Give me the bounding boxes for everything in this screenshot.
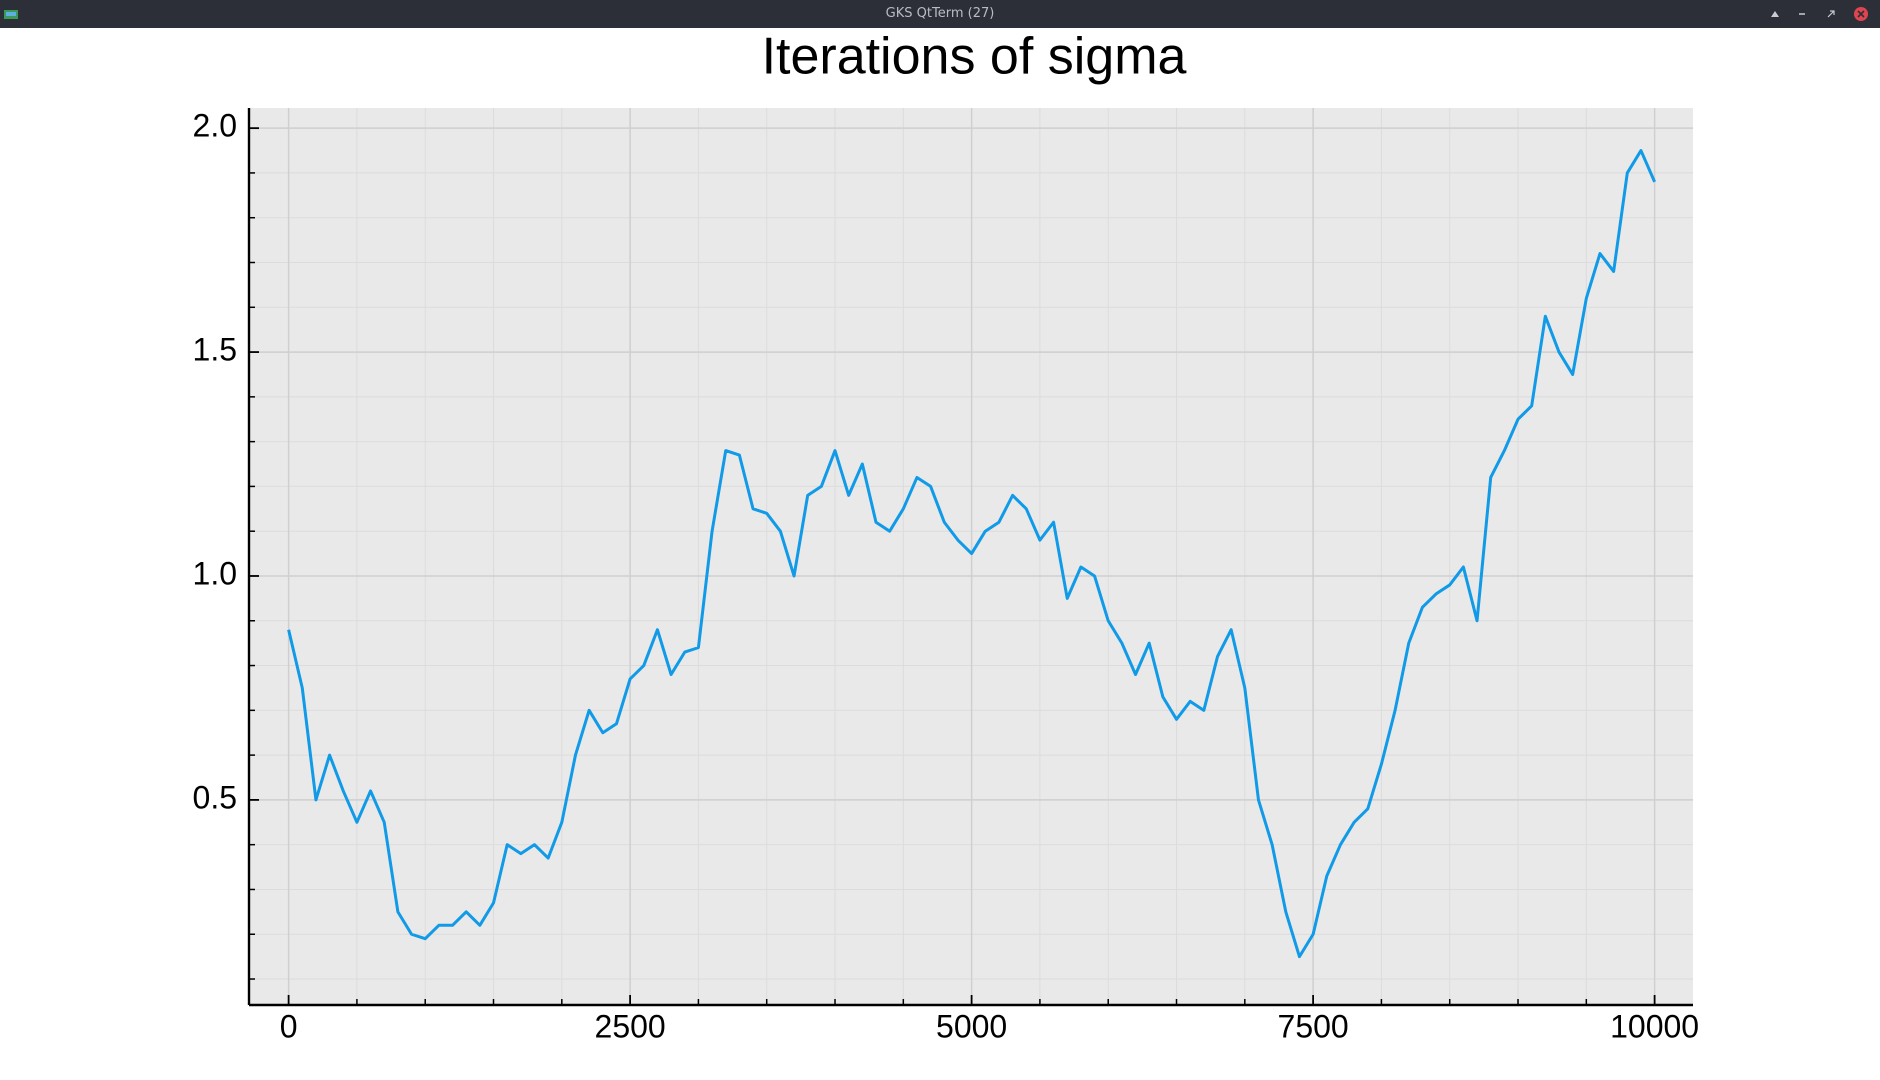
window-title: GKS QtTerm (27) [885,6,995,21]
x-tick-label: 2500 [595,1008,666,1044]
x-tick-label: 10000 [1610,1008,1699,1044]
y-tick-label: 1.5 [193,332,237,368]
chart-title: Iterations of sigma [762,28,1187,86]
chart: Iterations of sigma 0.5 1.0 1.5 2.0 0 2500 500… [193,28,1700,1044]
window-titlebar: GKS QtTerm (27) [0,0,1880,28]
data-line [287,149,1656,959]
app-icon [4,10,18,19]
close-icon [1857,10,1865,18]
y-tick-label: 1.0 [193,555,237,591]
x-tick-label: 7500 [1278,1008,1349,1044]
window-controls[interactable] [1760,0,1880,28]
y-tick-label: 2.0 [193,108,237,144]
keep-above-button[interactable] [1771,11,1779,17]
x-tick-label: 0 [280,1008,298,1044]
x-tick-label: 5000 [936,1008,1007,1044]
y-tick-label: 0.5 [193,779,237,815]
maximize-button[interactable] [1827,10,1835,18]
